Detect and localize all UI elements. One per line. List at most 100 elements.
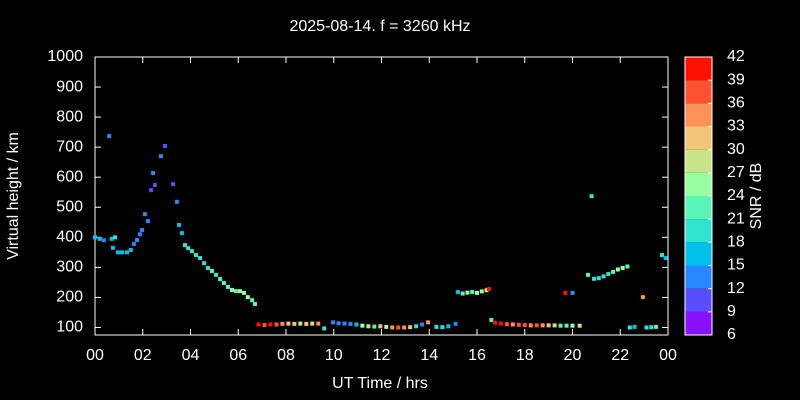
point — [189, 249, 194, 254]
x-tick-label: 16 — [468, 347, 486, 364]
colorbar-tick-label: 30 — [727, 141, 745, 158]
y-axis-label: Virtual height / km — [5, 132, 22, 260]
point — [558, 323, 563, 328]
colorbar-tick-label: 27 — [727, 164, 745, 181]
point — [280, 321, 285, 326]
point — [331, 320, 336, 325]
point — [546, 323, 551, 328]
point — [644, 325, 649, 330]
point — [348, 321, 353, 326]
point — [183, 243, 188, 248]
point — [241, 290, 246, 295]
point — [475, 290, 479, 295]
point — [119, 250, 124, 255]
point — [230, 287, 235, 292]
point — [384, 324, 389, 329]
point — [107, 134, 112, 139]
point — [540, 323, 545, 328]
y-tick-label: 500 — [56, 198, 83, 215]
colorbar-segment — [685, 242, 712, 266]
point — [528, 323, 533, 328]
point — [221, 281, 226, 286]
point — [140, 228, 145, 233]
point — [440, 325, 445, 330]
point — [310, 321, 315, 326]
point — [97, 236, 102, 241]
point — [225, 284, 230, 289]
point — [193, 253, 198, 258]
point — [262, 323, 267, 328]
colorbar-tick-label: 36 — [727, 95, 745, 112]
point — [402, 325, 407, 330]
point — [174, 199, 179, 204]
point — [504, 322, 509, 327]
point — [663, 256, 668, 261]
point — [268, 322, 273, 327]
point — [627, 325, 632, 330]
point — [446, 324, 451, 329]
point — [342, 321, 347, 326]
point — [245, 295, 250, 300]
point — [372, 324, 377, 329]
point — [113, 235, 118, 240]
y-tick-label: 700 — [56, 138, 83, 155]
y-tick-label: 200 — [56, 289, 83, 306]
point — [131, 241, 136, 246]
point — [426, 320, 431, 325]
point — [214, 272, 219, 277]
y-tick-label: 400 — [56, 229, 83, 246]
point — [274, 322, 279, 327]
point — [563, 290, 568, 295]
colorbar-tick-label: 15 — [727, 257, 745, 274]
point — [611, 269, 616, 274]
point — [453, 321, 458, 326]
point — [615, 267, 620, 272]
point — [135, 238, 140, 243]
point — [292, 321, 297, 326]
point — [146, 219, 151, 224]
point — [420, 322, 425, 327]
point — [250, 298, 255, 303]
x-tick-label: 18 — [516, 347, 534, 364]
point — [660, 253, 665, 258]
point — [601, 274, 606, 279]
x-tick-label: 04 — [182, 347, 200, 364]
point — [128, 247, 133, 252]
point — [286, 321, 291, 326]
x-tick-label: 08 — [277, 347, 295, 364]
point — [591, 276, 596, 281]
point — [378, 324, 383, 329]
point — [640, 295, 645, 300]
point — [205, 265, 210, 270]
point — [162, 143, 167, 148]
colorbar-segment — [685, 103, 712, 127]
point — [110, 245, 115, 250]
x-tick-label: 00 — [659, 347, 677, 364]
point — [360, 323, 365, 328]
x-tick-label: 12 — [373, 347, 391, 364]
point — [151, 171, 156, 176]
point — [486, 287, 491, 292]
x-tick-label: 10 — [325, 347, 343, 364]
point — [137, 232, 142, 237]
point — [252, 302, 257, 307]
point — [460, 291, 465, 296]
colorbar-segment — [685, 57, 712, 81]
point — [396, 325, 401, 330]
point — [479, 289, 484, 294]
point — [470, 290, 475, 295]
point — [322, 326, 327, 331]
y-tick-label: 900 — [56, 78, 83, 95]
point — [237, 289, 242, 294]
point — [552, 323, 557, 328]
colorbar-segment — [685, 126, 712, 150]
point — [434, 324, 439, 329]
x-tick-label: 20 — [564, 347, 582, 364]
colorbar-segment — [685, 196, 712, 220]
colorbar-tick-label: 9 — [727, 303, 736, 320]
colorbar-tick-label: 6 — [727, 326, 736, 343]
point — [198, 256, 203, 261]
colorbar-tick-label: 39 — [727, 71, 745, 88]
point — [414, 324, 419, 329]
